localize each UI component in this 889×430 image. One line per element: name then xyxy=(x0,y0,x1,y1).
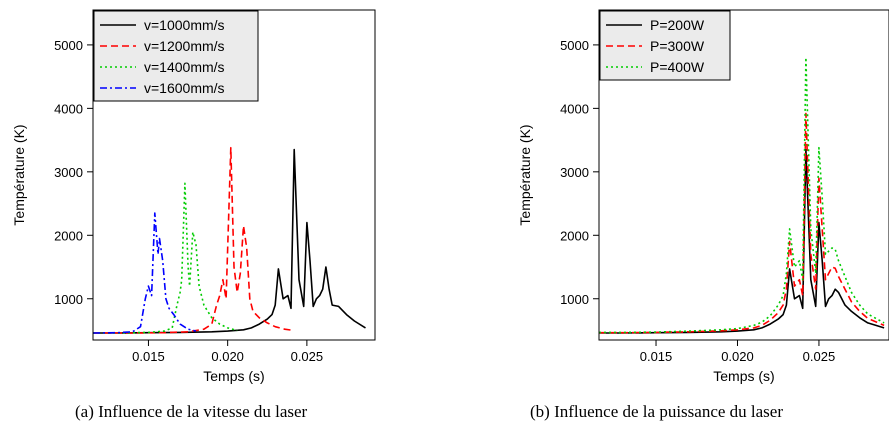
y-tick-label: 5000 xyxy=(560,38,589,53)
y-tick-label: 1000 xyxy=(560,292,589,307)
legend-box xyxy=(93,10,259,102)
legend-entry: P=200W xyxy=(650,17,705,33)
y-tick-label: 2000 xyxy=(560,228,589,243)
panel-velocity: 0.015 0.020 0.025 1000 2000 3000 4000 5000 Temps… xyxy=(11,9,376,421)
x-axis-title: Temps (s) xyxy=(713,368,774,384)
series-line-v=1200mm/s xyxy=(93,146,295,334)
plot-frame xyxy=(92,9,376,341)
y-tick-label: 5000 xyxy=(54,38,83,53)
y-tick-label: 3000 xyxy=(560,165,589,180)
x-tick-label: 0.015 xyxy=(640,349,673,364)
y-tick-label: 1000 xyxy=(54,292,83,307)
series-line-P=200W xyxy=(599,148,885,334)
panel-power: 0.015 0.020 0.025 1000 2000 3000 4000 5000 Temps… xyxy=(517,9,889,421)
y-tick-label: 4000 xyxy=(54,101,83,116)
series-line-v=1600mm/s xyxy=(93,212,197,334)
y-tick-label: 4000 xyxy=(560,101,589,116)
y-tick-label: 2000 xyxy=(54,228,83,243)
series-line-v=1400mm/s xyxy=(93,182,238,334)
x-tick-label: 0.015 xyxy=(132,349,165,364)
legend-entry: P=400W xyxy=(650,59,705,75)
legend-entry: v=1400mm/s xyxy=(144,59,225,75)
series-line-v=1000mm/s xyxy=(93,148,366,334)
y-tick-label: 3000 xyxy=(54,165,83,180)
x-tick-label: 0.020 xyxy=(721,349,754,364)
plot-frame xyxy=(598,9,889,341)
legend-entry: v=1600mm/s xyxy=(144,80,225,96)
y-axis-title: Température (K) xyxy=(517,124,533,225)
legend-entry: v=1000mm/s xyxy=(144,17,225,33)
x-tick-label: 0.025 xyxy=(291,349,324,364)
y-axis-title: Température (K) xyxy=(11,124,27,225)
x-tick-label: 0.025 xyxy=(803,349,836,364)
legend-entry: P=300W xyxy=(650,38,705,54)
legend-entry: v=1200mm/s xyxy=(144,38,225,54)
x-axis-title: Temps (s) xyxy=(203,368,264,384)
figure-caption: (a) Influence de la vitesse du laser xyxy=(75,402,308,421)
figure-caption: (b) Influence de la puissance du laser xyxy=(530,402,783,421)
series-line-P=300W xyxy=(599,112,885,334)
series-line-P=400W xyxy=(599,56,885,334)
x-tick-label: 0.020 xyxy=(211,349,244,364)
